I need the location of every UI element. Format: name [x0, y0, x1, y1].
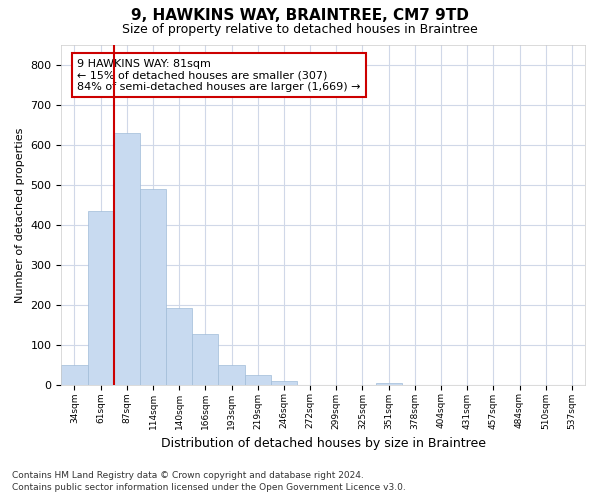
Text: Contains HM Land Registry data © Crown copyright and database right 2024.: Contains HM Land Registry data © Crown c… [12, 471, 364, 480]
Bar [114, 133, 140, 384]
Bar [140, 189, 166, 384]
Text: 9 HAWKINS WAY: 81sqm
← 15% of detached houses are smaller (307)
84% of semi-deta: 9 HAWKINS WAY: 81sqm ← 15% of detached h… [77, 58, 361, 92]
Bar [271, 382, 297, 384]
X-axis label: Distribution of detached houses by size in Braintree: Distribution of detached houses by size … [161, 437, 486, 450]
Text: Contains public sector information licensed under the Open Government Licence v3: Contains public sector information licen… [12, 484, 406, 492]
Bar [61, 364, 88, 384]
Bar [88, 211, 114, 384]
Text: Size of property relative to detached houses in Braintree: Size of property relative to detached ho… [122, 22, 478, 36]
Bar [376, 382, 402, 384]
Text: 9, HAWKINS WAY, BRAINTREE, CM7 9TD: 9, HAWKINS WAY, BRAINTREE, CM7 9TD [131, 8, 469, 22]
Bar [245, 374, 271, 384]
Y-axis label: Number of detached properties: Number of detached properties [15, 127, 25, 302]
Bar [166, 308, 193, 384]
Bar [218, 364, 245, 384]
Bar [193, 334, 218, 384]
